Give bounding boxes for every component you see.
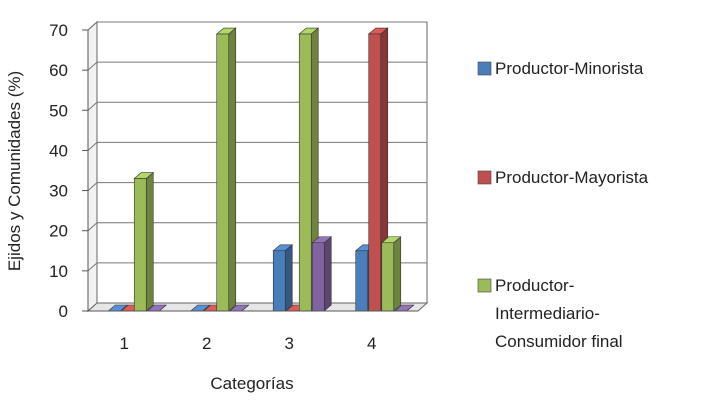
y-tick-label: 20 — [49, 222, 68, 241]
y-tick-label: 50 — [49, 101, 68, 120]
axes — [82, 29, 418, 312]
legend-item-3: Productor- Intermediario- Consumidor final — [477, 276, 623, 351]
x-tick-label: 3 — [285, 334, 294, 353]
legend-item-2: Productor-Mayorista — [477, 168, 649, 187]
y-axis-title: Ejidos y Comunidades (%) — [5, 71, 24, 271]
x-axis-title: Categorías — [210, 374, 293, 393]
y-tick-label: 40 — [49, 141, 68, 160]
bar-s3-c2 — [215, 27, 237, 312]
legend-label: Consumidor final — [495, 332, 623, 351]
legend-label: Productor- — [495, 276, 574, 295]
legend-item-1: Productor-Minorista — [477, 59, 644, 78]
legend-swatch — [477, 170, 492, 185]
legend-label: Productor-Minorista — [495, 59, 644, 78]
bar-s3-c4 — [380, 236, 402, 312]
y-tick-label: 70 — [49, 21, 68, 40]
x-tick-label: 4 — [367, 334, 376, 353]
x-tick-labels: 1 2 3 4 — [120, 334, 377, 353]
y-tick-labels: 0 10 20 30 40 50 60 70 — [49, 21, 68, 321]
bar-s1-c3 — [272, 244, 294, 312]
x-tick-label: 1 — [120, 334, 129, 353]
y-tick-label: 30 — [49, 182, 68, 201]
bar-s4-c3 — [311, 236, 333, 312]
legend-swatch — [477, 61, 492, 76]
bar-s3-c1 — [133, 171, 155, 312]
legend-label: Productor-Mayorista — [495, 168, 649, 187]
bars — [107, 27, 415, 312]
x-tick-label: 2 — [202, 334, 211, 353]
y-tick-label: 0 — [59, 302, 68, 321]
side-wall — [87, 20, 98, 313]
legend: Productor-Minorista Productor-Mayorista Pr… — [477, 59, 649, 351]
y-tick-label: 60 — [49, 61, 68, 80]
legend-label: Intermediario- — [495, 304, 600, 323]
y-tick-label: 10 — [49, 262, 68, 281]
gridline — [87, 21, 427, 31]
legend-swatch — [477, 278, 492, 293]
